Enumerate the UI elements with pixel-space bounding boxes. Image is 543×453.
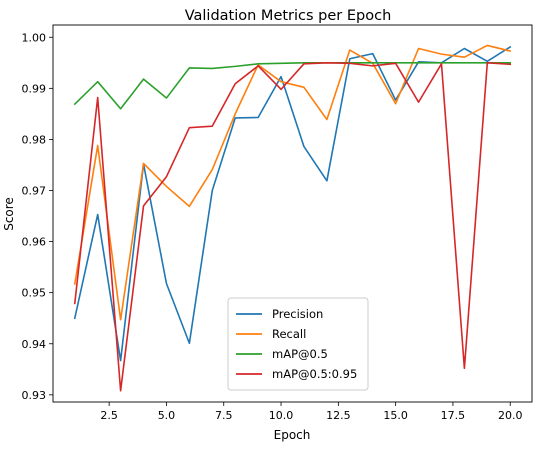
y-tick-label: 0.94	[22, 338, 47, 351]
y-tick-label: 0.98	[22, 133, 47, 146]
series-line-1	[73, 44, 512, 321]
x-tick-label: 2.5	[100, 409, 118, 422]
y-tick-label: 0.93	[22, 389, 47, 402]
legend-label: Recall	[272, 327, 306, 341]
series-lines	[73, 44, 512, 392]
y-axis-label: Score	[2, 197, 16, 231]
legend-label: mAP@0.5:0.95	[272, 367, 357, 381]
legend-label: mAP@0.5	[272, 347, 328, 361]
x-tick-label: 15.0	[383, 409, 408, 422]
x-axis: 2.5 5.0 7.5 10.0 12.5 15.0 17.5 20.0	[100, 402, 522, 422]
chart-title: Validation Metrics per Epoch	[185, 8, 392, 24]
series-line-3	[73, 61, 512, 392]
legend: Precision Recall mAP@0.5 mAP@0.5:0.95	[227, 297, 369, 391]
x-tick-label: 20.0	[498, 409, 523, 422]
y-tick-label: 0.95	[22, 287, 47, 300]
x-tick-label: 5.0	[158, 409, 176, 422]
x-tick-label: 7.5	[215, 409, 233, 422]
y-tick-label: 1.00	[22, 31, 47, 44]
y-tick-label: 0.97	[22, 185, 47, 198]
legend-box	[227, 297, 369, 391]
y-tick-label: 0.96	[22, 236, 47, 249]
x-tick-label: 12.5	[326, 409, 351, 422]
x-tick-label: 10.0	[269, 409, 294, 422]
x-axis-label: Epoch	[274, 428, 311, 442]
series-line-2	[73, 61, 512, 110]
legend-label: Precision	[272, 307, 323, 321]
x-tick-label: 17.5	[441, 409, 466, 422]
y-axis: 0.93 0.94 0.95 0.96 0.97 0.98 0.99 1.00	[22, 31, 53, 402]
plot-frame	[52, 24, 533, 403]
y-tick-label: 0.99	[22, 82, 47, 95]
